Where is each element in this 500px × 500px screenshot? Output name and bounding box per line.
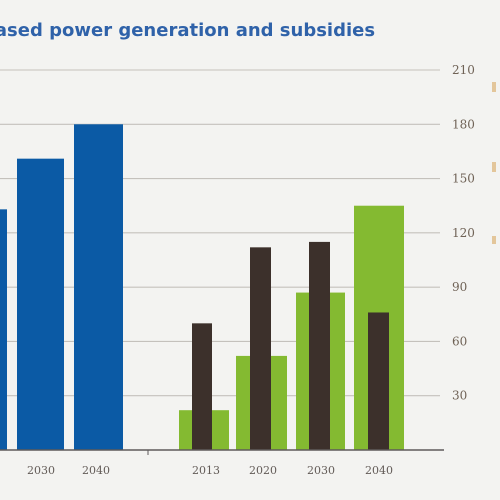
bar-left-partial — [0, 209, 7, 450]
x-label-right-2040: 2040 — [365, 464, 393, 477]
bars — [0, 124, 404, 451]
x-label-right-2013: 2013 — [192, 464, 220, 477]
bar-dark-2013 — [192, 323, 212, 450]
bar-left-2030 — [17, 158, 64, 450]
y-tick-label-30: 30 — [452, 389, 467, 403]
y-tick-label-90: 90 — [452, 280, 467, 294]
y-tick-label-150: 150 — [452, 172, 475, 186]
x-label-right-2020: 2020 — [249, 464, 277, 477]
x-axis-labels: 2030 2040 2013 2020 2030 2040 — [27, 450, 393, 477]
y-axis-ticks: 30 60 90 120 150 180 210 — [452, 63, 475, 403]
y-tick-label-60: 60 — [452, 334, 467, 348]
grid-lines — [0, 69, 440, 397]
x-label-right-2030: 2030 — [307, 464, 335, 477]
y-tick-label-180: 180 — [452, 117, 475, 131]
bar-dark-2040 — [368, 312, 389, 450]
bar-left-2040 — [74, 124, 123, 451]
y-tick-label-210: 210 — [452, 63, 475, 77]
x-label-left-2030: 2030 — [27, 464, 55, 477]
y-tick-label-120: 120 — [452, 226, 475, 240]
bar-dark-2030 — [309, 241, 330, 450]
x-label-left-2040: 2040 — [82, 464, 110, 477]
chart-title: based power generation and subsidies — [0, 20, 375, 41]
bar-dark-2020 — [250, 247, 271, 450]
right-axis-decoration — [492, 82, 496, 244]
